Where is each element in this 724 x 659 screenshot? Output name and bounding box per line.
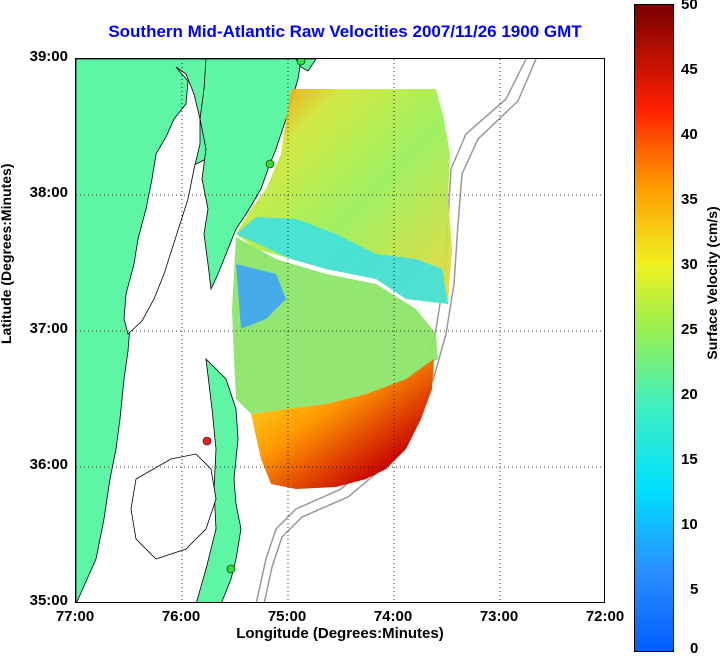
y-axis-label: Latitude (Degrees:Minutes) xyxy=(0,163,14,344)
colorbar-tick: 5 xyxy=(690,581,699,598)
colorbar-tick: 30 xyxy=(681,256,698,273)
station-marker-green xyxy=(265,159,275,169)
colorbar-tick: 10 xyxy=(681,516,698,533)
colorbar-label-wrap: Surface Velocity (cm/s) xyxy=(704,206,724,359)
colorbar-tick: 45 xyxy=(681,61,698,78)
land-outer-banks xyxy=(196,357,242,602)
velocity-field-cyan xyxy=(236,217,448,304)
colorbar-tick: 20 xyxy=(681,386,698,403)
chesapeake-bay xyxy=(123,66,201,335)
y-tick-label: 39:00 xyxy=(29,48,68,65)
colorbar-tick: 25 xyxy=(681,321,698,338)
map-title: Southern Mid-Atlantic Raw Velocities 200… xyxy=(108,22,582,41)
x-tick-label: 73:00 xyxy=(479,608,519,625)
y-tick-label: 38:00 xyxy=(29,184,68,201)
bathymetry-contour xyxy=(263,59,537,602)
x-tick-label: 75:00 xyxy=(267,608,307,625)
colorbar-label: Surface Velocity (cm/s) xyxy=(704,206,720,360)
x-tick-label: 74:00 xyxy=(373,608,413,625)
velocity-field-middle xyxy=(232,237,438,414)
colorbar-tick: 50 xyxy=(681,0,698,13)
colorbar-tick: 35 xyxy=(681,191,698,208)
colorbar-tick: 15 xyxy=(681,451,698,468)
colorbar-tick: 0 xyxy=(690,640,699,657)
colorbar-gradient xyxy=(635,5,673,651)
station-marker-red xyxy=(202,436,212,446)
x-tick-label: 77:00 xyxy=(55,608,95,625)
y-tick-label: 36:00 xyxy=(29,456,68,473)
station-marker-green xyxy=(226,564,236,574)
y-tick-label: 37:00 xyxy=(29,320,68,337)
y-axis-label-wrap: Latitude (Degrees:Minutes) xyxy=(0,164,26,346)
x-tick-label: 72:00 xyxy=(585,608,625,625)
velocity-field-south xyxy=(251,359,434,489)
y-tick-label: 35:00 xyxy=(29,592,68,609)
colorbar-tick: 40 xyxy=(681,126,698,143)
velocity-field-blue xyxy=(236,264,286,329)
station-marker-green xyxy=(296,59,306,66)
map-plot xyxy=(75,58,605,603)
map-canvas xyxy=(76,59,604,602)
grid-lines xyxy=(76,59,604,602)
pamlico-sound xyxy=(130,453,217,560)
colorbar xyxy=(634,4,674,652)
x-tick-label: 76:00 xyxy=(161,608,201,625)
x-axis-label: Longitude (Degrees:Minutes) xyxy=(236,625,444,642)
